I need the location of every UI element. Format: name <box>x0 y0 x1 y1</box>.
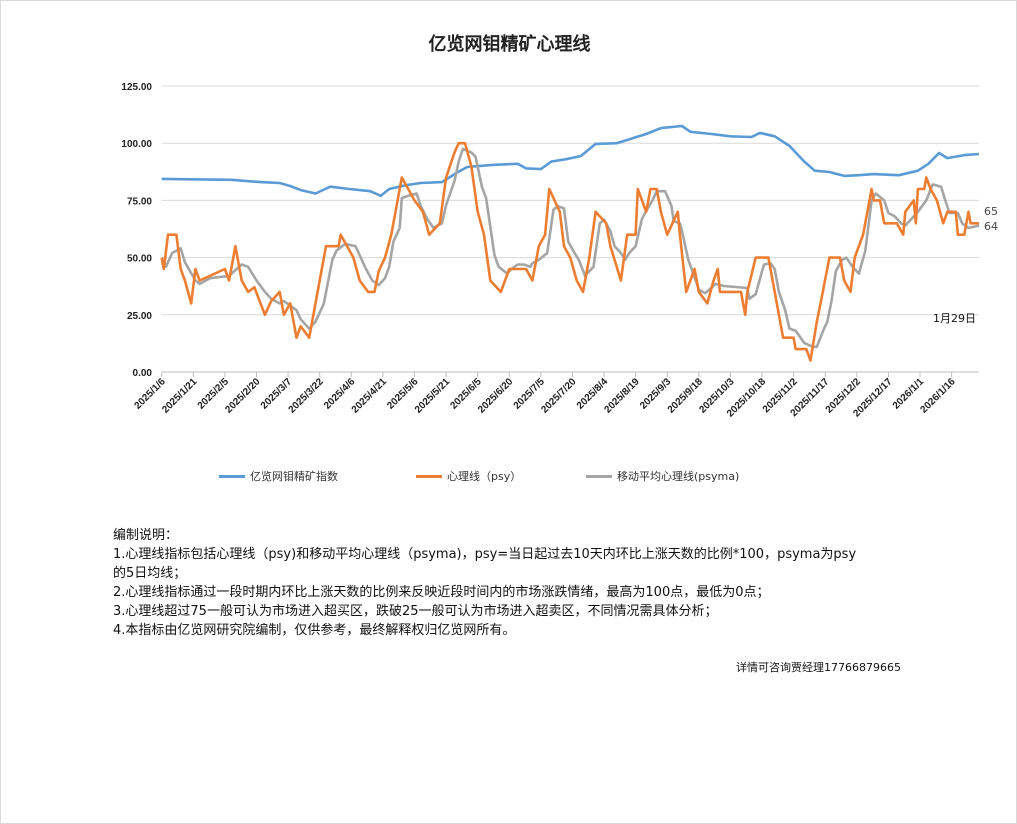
notes-line: 的5日均线； <box>113 566 187 581</box>
index-line <box>161 124 980 198</box>
y-tick-label: 25.00 <box>127 311 152 322</box>
psyma-line <box>160 147 980 349</box>
chart-plot: 0.0025.0050.0075.00100.00125.002025/1/62… <box>121 82 980 420</box>
legend-label-index: 亿览网钼精矿指数 <box>250 470 338 483</box>
y-tick-label: 50.00 <box>127 254 152 265</box>
legend-label-psy: 心理线（psy） <box>447 470 522 483</box>
x-tick-label: 2025/8/19 <box>603 376 643 416</box>
legend-label-psyma: 移动平均心理线(psyma) <box>617 470 740 483</box>
legend-swatch-psy <box>416 474 442 478</box>
legend-item-index[interactable]: 亿览网钼精矿指数 <box>219 468 338 484</box>
notes-line: 4.本指标由亿览网研究院编制，仅供参考，最终解释权归亿览网所有。 <box>113 623 516 638</box>
x-tick-label: 2025/2/20 <box>223 376 263 416</box>
legend-swatch-psyma <box>586 474 612 478</box>
y-tick-label: 100.00 <box>121 139 152 150</box>
date-annotation: 1月29日 <box>933 312 976 325</box>
legend-item-psy[interactable]: 心理线（psy） <box>416 468 521 484</box>
notes-heading: 编制说明： <box>113 528 179 543</box>
notes-line: 1.心理线指标包括心理线（psy)和移动平均心理线（psyma)，psy=当日起… <box>113 547 857 562</box>
notes-line: 3.心理线超过75一般可认为市场进入超买区，跌破25一般可认为市场进入超卖区，不… <box>113 604 718 619</box>
x-tick-label: 2025/7/20 <box>539 376 579 416</box>
notes-section: 编制说明： 1.心理线指标包括心理线（psy)和移动平均心理线（psyma)，p… <box>113 526 903 640</box>
y-tick-label: 0.00 <box>133 368 153 379</box>
legend-item-psyma[interactable]: 移动平均心理线(psyma) <box>586 468 739 484</box>
x-tick-label: 2026/1/16 <box>918 376 958 416</box>
x-tick-label: 2025/1/21 <box>160 376 200 416</box>
y-tick-label: 125.00 <box>121 82 152 93</box>
psy-line <box>160 141 979 362</box>
x-tick-label: 2025/6/20 <box>476 376 516 416</box>
x-tick-label: 2025/3/22 <box>287 376 327 416</box>
notes-line: 2.心理线指标通过一段时期内环比上涨天数的比例来反映近段时间内的市场涨跌情绪，最… <box>113 585 770 600</box>
chart-title: 亿览网钼精矿心理线 <box>428 34 591 55</box>
contact-info: 详情可咨询贾经理17766879665 <box>736 661 901 674</box>
legend-swatch-index <box>219 474 245 478</box>
psy-last-value-label: 65 <box>984 205 998 218</box>
y-tick-label: 75.00 <box>127 196 152 207</box>
x-tick-label: 2025/5/21 <box>413 376 453 416</box>
psyma-last-value-label: 64 <box>984 220 998 233</box>
x-tick-label: 2025/4/21 <box>350 376 390 416</box>
